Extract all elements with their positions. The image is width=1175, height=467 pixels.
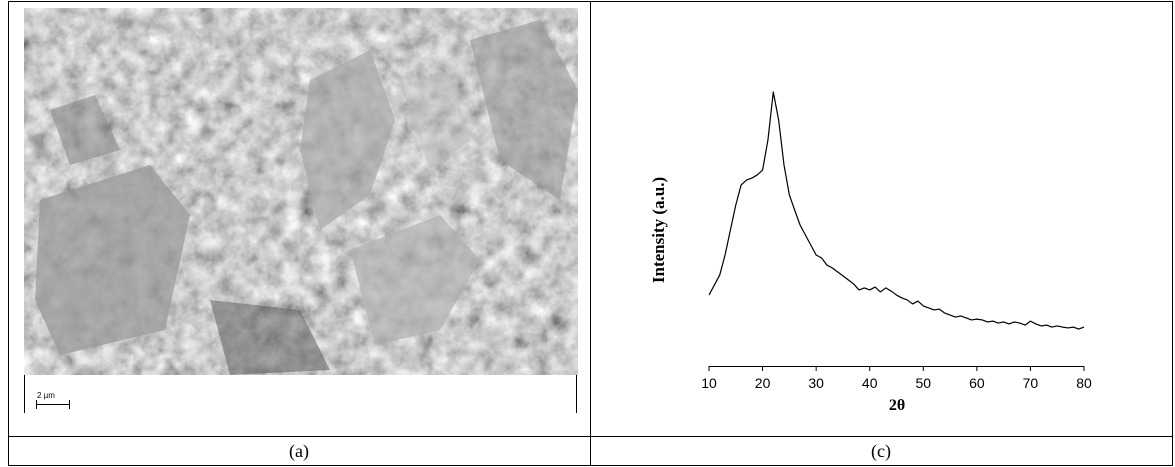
x-tick-label: 80	[1076, 375, 1092, 391]
caption: (a)	[289, 441, 309, 462]
x-tick-label: 60	[969, 375, 985, 391]
x-tick-label: 30	[808, 375, 824, 391]
scale-bar	[36, 400, 70, 409]
x-tick-label: 20	[755, 375, 771, 391]
x-axis-label: 2θ	[889, 397, 905, 414]
x-tick-label: 40	[862, 375, 878, 391]
table-borders	[8, 1, 1173, 466]
data-line	[708, 91, 1085, 330]
sem-image	[24, 8, 578, 375]
x-tick-label: 70	[1023, 375, 1039, 391]
y-axis-label: Intensity (a.u.)	[649, 177, 668, 283]
caption: (c)	[871, 441, 891, 462]
x-tick-label: 10	[701, 375, 717, 391]
scale-bar-label: 2 µm	[37, 391, 55, 400]
x-tick-label: 50	[915, 375, 931, 391]
